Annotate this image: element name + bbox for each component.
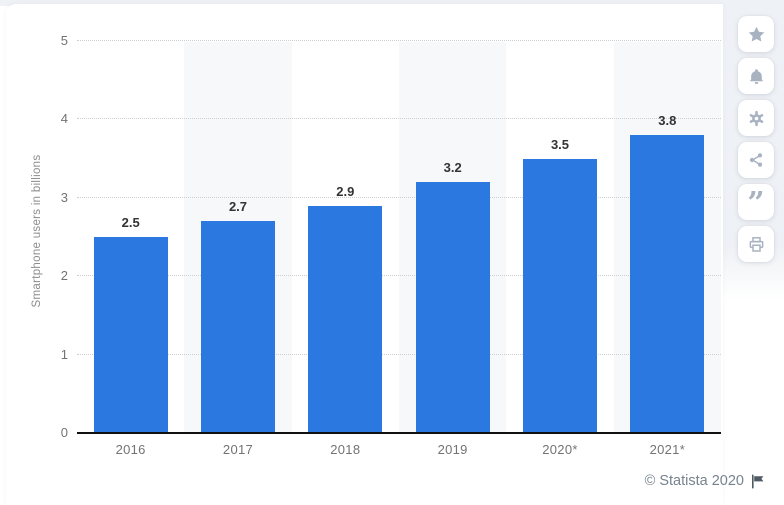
gear-icon bbox=[749, 110, 763, 126]
y-axis-tick-label: 3 bbox=[60, 189, 68, 205]
action-button-sidebar: ” bbox=[738, 16, 774, 262]
bar-value-label: 3.2 bbox=[443, 160, 462, 176]
bar-value-label: 2.9 bbox=[336, 183, 355, 199]
star-icon bbox=[748, 26, 764, 42]
flag-icon bbox=[751, 474, 765, 489]
settings-button[interactable] bbox=[738, 100, 774, 136]
x-axis-label: 2016 bbox=[115, 442, 146, 457]
y-axis-tick-label: 4 bbox=[60, 111, 68, 127]
x-axis-label: 2019 bbox=[437, 442, 468, 457]
copyright-text: © Statista 2020 bbox=[644, 473, 744, 489]
bar-value-label: 2.5 bbox=[121, 215, 140, 230]
y-axis-tick-label: 0 bbox=[60, 425, 68, 440]
print-button[interactable] bbox=[738, 226, 774, 262]
bell-icon bbox=[749, 68, 763, 84]
y-axis-tick-label: 2 bbox=[60, 268, 68, 284]
bar bbox=[93, 237, 168, 433]
x-axis-label: 2021* bbox=[649, 442, 686, 457]
gridline bbox=[77, 353, 721, 355]
x-axis-label: 2017 bbox=[222, 442, 254, 457]
gridline bbox=[77, 275, 721, 277]
bar bbox=[523, 158, 597, 433]
x-axis-label: 2020* bbox=[542, 442, 578, 457]
bar bbox=[630, 135, 705, 433]
favorite-button[interactable] bbox=[738, 16, 774, 52]
page-background-strip bbox=[0, 0, 784, 6]
gridline bbox=[77, 40, 721, 41]
bar bbox=[201, 221, 275, 433]
bar-value-label: 2.7 bbox=[228, 199, 248, 215]
bar-value-label: 3.5 bbox=[550, 136, 570, 152]
footer: © Statista 2020 bbox=[645, 473, 765, 489]
y-axis-tick-label: 5 bbox=[60, 33, 68, 48]
bar-value-label: 3.8 bbox=[658, 113, 677, 129]
print-icon bbox=[749, 236, 763, 252]
x-axis-line bbox=[77, 432, 721, 434]
gridline bbox=[77, 118, 721, 120]
y-axis-title: Smartphone users in billions bbox=[31, 154, 43, 308]
bar bbox=[308, 205, 383, 433]
cite-button[interactable]: ” bbox=[738, 184, 774, 220]
share-icon bbox=[749, 153, 763, 167]
share-button[interactable] bbox=[738, 142, 774, 178]
notifications-button[interactable] bbox=[738, 58, 774, 94]
gridline bbox=[77, 196, 721, 198]
x-axis-label: 2018 bbox=[330, 442, 361, 457]
y-axis-tick-label: 1 bbox=[60, 346, 68, 362]
quote-icon: ” bbox=[747, 186, 765, 221]
bar bbox=[415, 182, 490, 433]
